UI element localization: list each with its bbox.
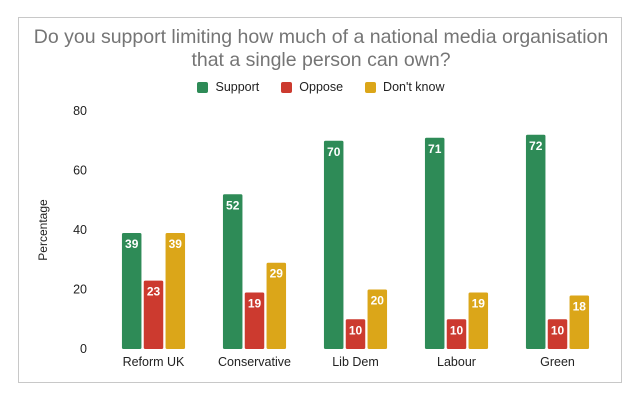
legend-label-dont-know: Don't know xyxy=(383,80,445,94)
data-label-don-t-know: 19 xyxy=(472,296,486,310)
bar-don-t-know xyxy=(165,232,186,349)
bar-oppose xyxy=(244,292,265,349)
legend-item-support: Support xyxy=(197,80,259,94)
data-label-oppose: 23 xyxy=(147,285,161,299)
y-axis-label: Percentage xyxy=(36,199,50,261)
bar-oppose xyxy=(547,319,568,349)
bar-don-t-know xyxy=(367,289,388,349)
chart-frame xyxy=(18,17,622,383)
data-label-support: 71 xyxy=(428,142,442,156)
data-label-don-t-know: 29 xyxy=(270,267,284,281)
legend-label-support: Support xyxy=(215,80,260,94)
legend-item-oppose: Oppose xyxy=(281,80,343,94)
chart-title-line-1: Do you support limiting how much of a na… xyxy=(33,26,609,48)
legend-swatch-oppose xyxy=(281,81,293,93)
chart-title: Do you support limiting how much of a na… xyxy=(0,26,642,72)
x-tick-label: Conservative xyxy=(218,355,291,369)
data-label-oppose: 10 xyxy=(551,323,565,337)
x-tick-label: Labour xyxy=(437,355,476,369)
data-label-don-t-know: 20 xyxy=(371,294,385,308)
y-tick-label: 60 xyxy=(73,164,87,178)
bar-support xyxy=(323,140,344,349)
data-label-oppose: 19 xyxy=(248,296,262,310)
data-label-don-t-know: 18 xyxy=(573,299,587,313)
y-tick-label: 80 xyxy=(73,104,87,118)
y-tick-label: 0 xyxy=(80,342,87,356)
data-label-support: 39 xyxy=(125,237,139,251)
bar-don-t-know xyxy=(468,292,489,349)
bar-oppose xyxy=(345,319,366,349)
y-tick-label: 40 xyxy=(73,223,87,237)
x-tick-label: Reform UK xyxy=(123,355,185,369)
data-label-don-t-know: 39 xyxy=(169,237,183,251)
legend-swatch-support xyxy=(197,81,209,93)
data-label-support: 70 xyxy=(327,145,341,159)
data-label-oppose: 10 xyxy=(450,323,464,337)
bar-oppose xyxy=(446,319,467,349)
bar-don-t-know xyxy=(569,295,590,349)
bar-support xyxy=(222,194,243,349)
y-tick-label: 20 xyxy=(73,283,87,297)
x-tick-label: Green xyxy=(540,355,575,369)
bar-don-t-know xyxy=(266,262,287,349)
bar-oppose xyxy=(143,280,164,349)
legend-label-oppose: Oppose xyxy=(299,80,344,94)
bar-support xyxy=(121,232,142,349)
legend-swatch-dont-know xyxy=(365,81,377,93)
bar-support xyxy=(525,134,546,349)
data-label-support: 72 xyxy=(529,139,543,153)
chart-legend: Support Oppose Don't know xyxy=(0,80,642,94)
data-label-support: 52 xyxy=(226,198,240,212)
x-tick-label: Lib Dem xyxy=(332,355,379,369)
data-label-oppose: 10 xyxy=(349,323,363,337)
legend-item-dont-know: Don't know xyxy=(365,80,445,94)
chart-title-line-2: that a single person can own? xyxy=(191,49,451,71)
bar-support xyxy=(424,137,445,349)
